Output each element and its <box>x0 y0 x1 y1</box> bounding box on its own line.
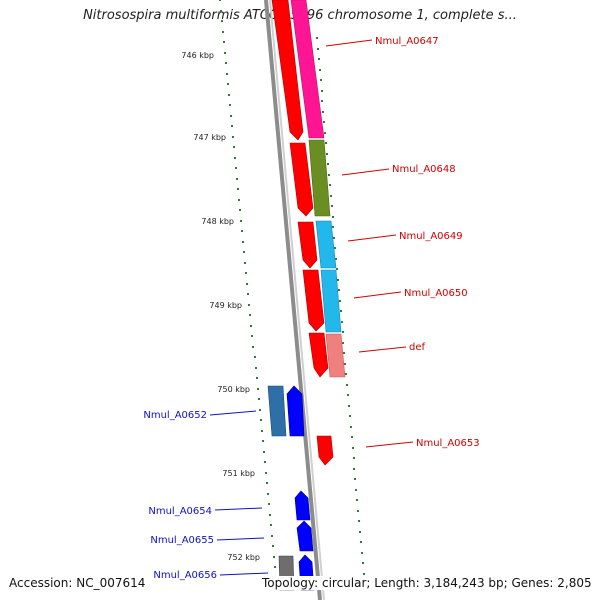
gene-arrow-red[interactable] <box>308 332 329 378</box>
chromosome-backbone-highlight <box>269 0 325 600</box>
gene-bar-nmul-a0648[interactable] <box>308 139 331 217</box>
leader-line <box>209 410 257 416</box>
gene-arrow-red[interactable] <box>302 269 325 332</box>
forward-labels: Nmul_A0647 Nmul_A0648 Nmul_A0649 Nmul_A0… <box>325 36 480 449</box>
reverse-gene-track <box>267 385 315 591</box>
gene-arrow-red[interactable] <box>297 221 318 269</box>
gene-arrow-red[interactable] <box>289 142 314 217</box>
ruler-ticks <box>219 0 365 589</box>
gene-label-nmul-a0656[interactable]: Nmul_A0656 <box>153 570 217 581</box>
ruler-label-750: 750 kbp <box>217 385 250 394</box>
gene-bar-def[interactable] <box>325 333 346 378</box>
gene-bar-nmul-a0647[interactable] <box>290 0 325 139</box>
gene-bar-nmul-a0650[interactable] <box>320 269 342 333</box>
gene-label-def[interactable]: def <box>409 342 426 353</box>
ruler-label-752: 752 kbp <box>227 553 260 562</box>
ruler-label-748: 748 kbp <box>201 217 234 226</box>
ruler-label-746: 746 kbp <box>181 51 214 60</box>
gene-label-nmul-a0650[interactable]: Nmul_A0650 <box>404 288 468 299</box>
ruler-label-749: 749 kbp <box>209 301 242 310</box>
gene-label-nmul-a0655[interactable]: Nmul_A0655 <box>150 535 214 546</box>
accession-text: Accession: NC_007614 <box>9 576 146 590</box>
leader-line <box>325 39 373 47</box>
leader-line <box>358 346 407 353</box>
gene-arrow-blue[interactable] <box>286 385 305 437</box>
leader-line <box>365 441 414 448</box>
reverse-labels: Nmul_A0652 Nmul_A0654 Nmul_A0655 Nmul_A0… <box>143 410 269 581</box>
gene-arrow-red[interactable] <box>271 0 304 141</box>
gene-label-nmul-a0648[interactable]: Nmul_A0648 <box>392 164 456 175</box>
gene-bar-nmul-a0649[interactable] <box>315 220 337 269</box>
leader-line <box>347 234 397 242</box>
gene-bar-nmul-a0652[interactable] <box>267 385 287 437</box>
topology-text: Topology: circular; Length: 3,184,243 bp… <box>262 576 592 590</box>
gene-label-nmul-a0652[interactable]: Nmul_A0652 <box>143 410 207 421</box>
leader-line <box>214 507 263 511</box>
gene-arrow-blue[interactable] <box>296 520 314 552</box>
gene-label-nmul-a0653[interactable]: Nmul_A0653 <box>416 438 480 449</box>
chromosome-backbone <box>264 0 322 600</box>
ruler-label-747: 747 kbp <box>193 133 226 142</box>
leader-line <box>216 537 265 541</box>
cds-track <box>290 0 346 378</box>
leader-line <box>353 291 402 299</box>
gene-arrow-blue[interactable] <box>294 490 311 521</box>
gene-label-nmul-a0649[interactable]: Nmul_A0649 <box>399 231 463 242</box>
forward-gene-track <box>271 0 334 466</box>
gene-label-nmul-a0654[interactable]: Nmul_A0654 <box>148 506 212 517</box>
gene-label-nmul-a0647[interactable]: Nmul_A0647 <box>375 36 439 47</box>
gene-arrow-red[interactable] <box>316 435 334 466</box>
leader-line <box>341 168 390 176</box>
leader-line <box>219 572 269 576</box>
ruler-label-751: 751 kbp <box>222 469 255 478</box>
